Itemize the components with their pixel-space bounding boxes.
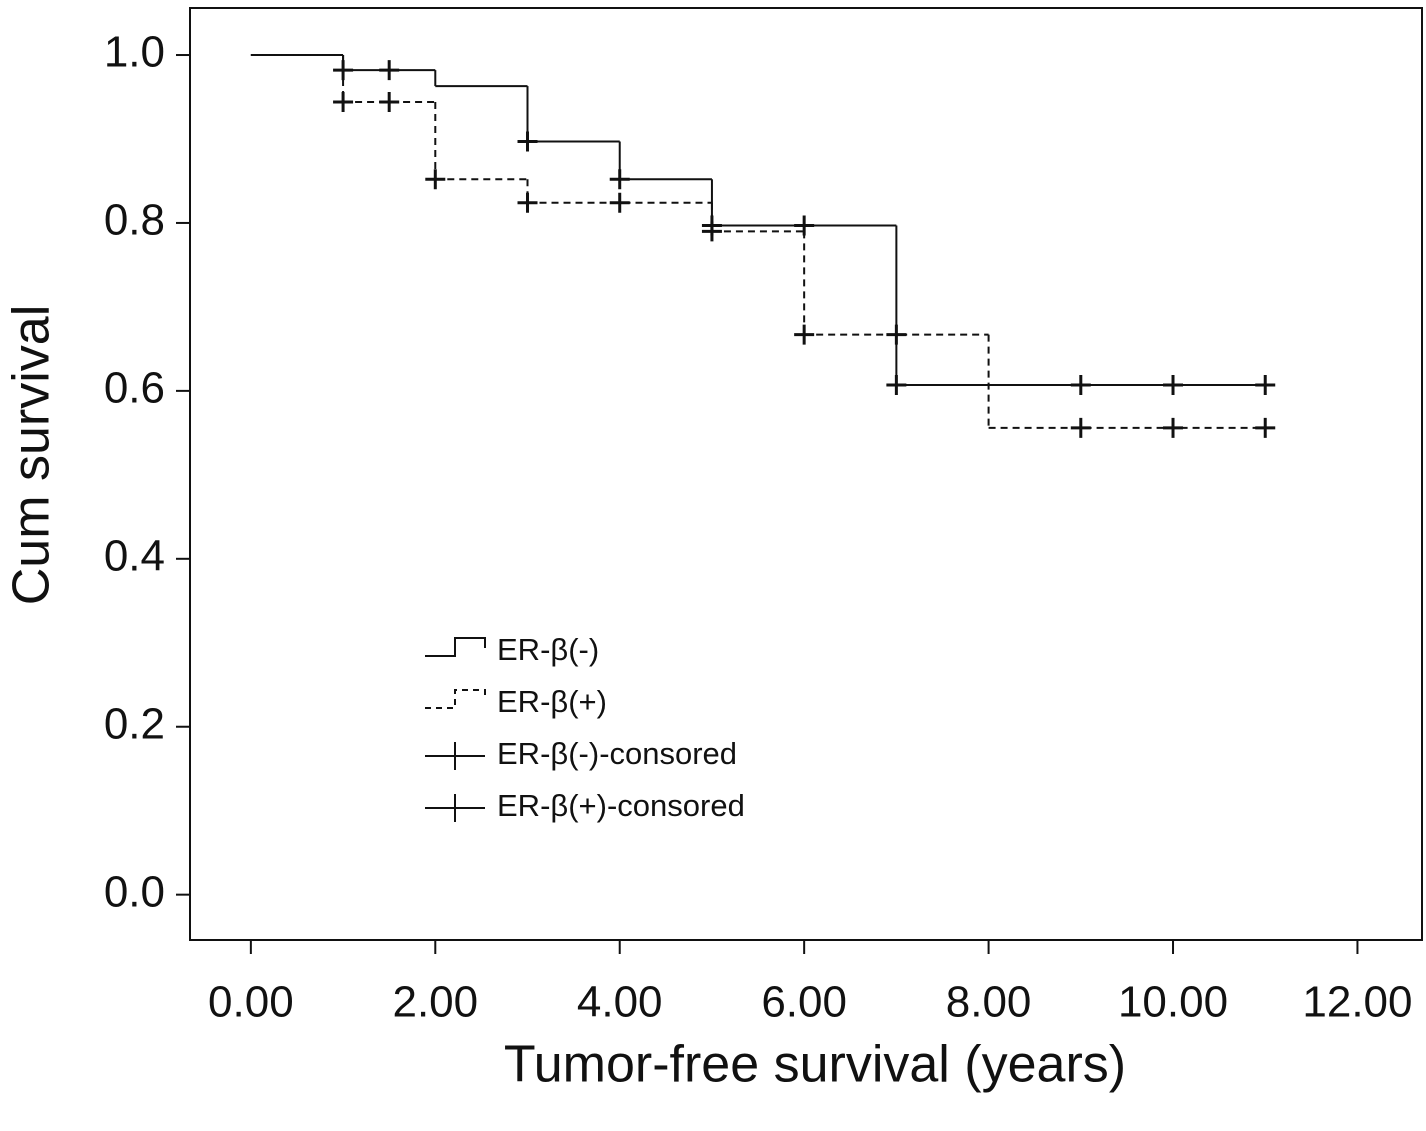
- legend-symbol: [425, 742, 485, 770]
- y-tick-label: 0.0: [104, 867, 165, 916]
- x-tick-label: 12.00: [1302, 978, 1412, 1027]
- censor-mark: [517, 192, 538, 213]
- x-tick-label: 6.00: [761, 978, 847, 1027]
- censor-mark: [886, 374, 907, 395]
- legend-label: ER-β(+): [497, 684, 607, 719]
- y-tick-label: 0.8: [104, 196, 165, 245]
- censor-mark: [425, 169, 446, 190]
- x-axis-label: Tumor-free survival (years): [504, 1036, 1126, 1094]
- legend-label: ER-β(-): [497, 632, 599, 667]
- y-tick-label: 0.2: [104, 699, 165, 748]
- censor-mark: [1163, 374, 1184, 395]
- censor-mark: [1255, 417, 1276, 438]
- censor-mark: [1255, 374, 1276, 395]
- legend-symbol: [425, 637, 486, 657]
- x-tick-label: 10.00: [1118, 978, 1228, 1027]
- censor-mark: [333, 92, 354, 113]
- x-tick-label: 2.00: [392, 978, 478, 1027]
- x-tick-label: 4.00: [577, 978, 663, 1027]
- censor-mark: [333, 60, 354, 81]
- censor-mark: [379, 60, 400, 81]
- censor-mark: [517, 131, 538, 152]
- legend-label: ER-β(-)-consored: [497, 736, 737, 771]
- censor-mark: [1163, 417, 1184, 438]
- censor-mark: [701, 221, 722, 242]
- censor-mark: [379, 92, 400, 113]
- y-tick-label: 1.0: [104, 28, 165, 77]
- plot-frame: [189, 7, 1423, 941]
- censor-mark: [1070, 374, 1091, 395]
- y-axis-label: Cum survival: [3, 305, 61, 606]
- censor-mark: [794, 215, 815, 236]
- censor-mark: [886, 324, 907, 345]
- y-tick-label: 0.6: [104, 364, 165, 413]
- legend-label: ER-β(+)-consored: [497, 788, 745, 823]
- legend-symbol: [425, 689, 486, 709]
- x-tick-label: 0.00: [208, 978, 294, 1027]
- censor-mark: [609, 192, 630, 213]
- legend-symbol: [425, 794, 485, 822]
- y-tick-label: 0.4: [104, 531, 165, 580]
- censor-mark: [609, 169, 630, 190]
- x-tick-label: 8.00: [946, 978, 1032, 1027]
- censor-mark: [794, 324, 815, 345]
- censor-mark: [1070, 417, 1091, 438]
